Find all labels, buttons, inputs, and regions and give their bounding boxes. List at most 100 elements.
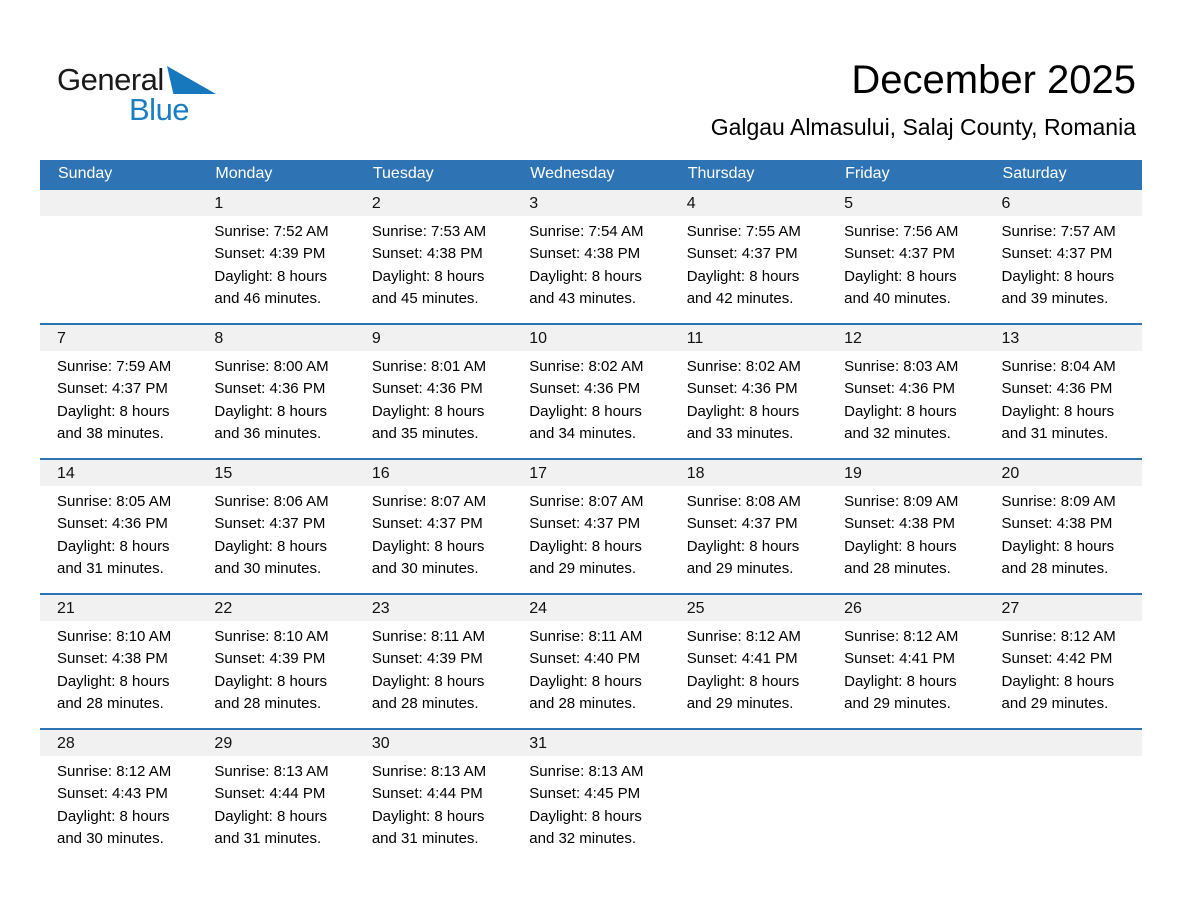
- day-cell-empty: [40, 190, 198, 323]
- day-cell-24: 24 Sunrise: 8:11 AM Sunset: 4:40 PM Dayligh…: [512, 595, 670, 728]
- sunset-text: Sunset: 4:44 PM: [371, 785, 483, 803]
- daylight-text-line1: Daylight: 8 hours: [1001, 672, 1115, 690]
- daylight-text-line2: and 40 minutes.: [844, 290, 951, 308]
- sunrise-text: Sunrise: 8:08 AM: [686, 493, 801, 510]
- day-cell-6: 6 Sunrise: 7:57 AM Sunset: 4:37 PM Daylight…: [984, 190, 1142, 323]
- daylight-text-line1: Daylight: 8 hours: [844, 267, 957, 285]
- day-cell-27: 27 Sunrise: 8:12 AM Sunset: 4:42 PM Dayligh…: [984, 595, 1142, 728]
- week-row-4: 21 Sunrise: 8:10 AM Sunset: 4:38 PM Dayligh…: [40, 593, 1142, 728]
- day-cell-details: Sunrise: 8:01 AM Sunset: 4:36 PM Daylight:…: [355, 351, 512, 446]
- sunrise-text: Sunrise: 8:12 AM: [1001, 628, 1116, 645]
- daylight-text-line2: and 28 minutes.: [1001, 560, 1109, 578]
- sunrise-text: Sunrise: 8:00 AM: [214, 358, 329, 375]
- day-cell-details: Sunrise: 8:12 AM Sunset: 4:41 PM Daylight:…: [670, 621, 827, 716]
- sunrise-text: Sunrise: 8:13 AM: [371, 763, 487, 780]
- day-cell-details: Sunrise: 8:03 AM Sunset: 4:36 PM Daylight:…: [827, 351, 984, 446]
- day-number-band: 22: [197, 595, 355, 621]
- sunset-text: Sunset: 4:41 PM: [844, 650, 956, 668]
- day-number-band: 18: [669, 460, 828, 486]
- day-cell-details: Sunrise: 8:07 AM Sunset: 4:37 PM Daylight:…: [512, 486, 669, 581]
- daylight-text-line2: and 32 minutes.: [844, 425, 951, 443]
- sunset-text: Sunset: 4:44 PM: [214, 785, 326, 803]
- day-number-band: 23: [354, 595, 513, 621]
- day-number-band: 6: [984, 190, 1142, 216]
- daylight-text-line1: Daylight: 8 hours: [57, 402, 170, 420]
- day-number-band: 5: [827, 190, 985, 216]
- day-number-band: 13: [984, 325, 1142, 351]
- sunset-text: Sunset: 4:38 PM: [57, 650, 168, 668]
- day-cell-2: 2 Sunrise: 7:53 AM Sunset: 4:38 PM Daylight…: [354, 190, 513, 323]
- day-cell-details: Sunrise: 8:02 AM Sunset: 4:36 PM Daylight:…: [670, 351, 827, 446]
- day-cell-details: Sunrise: 8:13 AM Sunset: 4:44 PM Daylight:…: [355, 756, 512, 851]
- daylight-text-line1: Daylight: 8 hours: [371, 267, 485, 285]
- sunset-text: Sunset: 4:42 PM: [1001, 650, 1113, 668]
- sunrise-text: Sunrise: 8:13 AM: [214, 763, 329, 780]
- day-cell-31: 31 Sunrise: 8:13 AM Sunset: 4:45 PM Dayligh…: [512, 730, 670, 863]
- sunset-text: Sunset: 4:36 PM: [844, 380, 956, 398]
- daylight-text-line1: Daylight: 8 hours: [529, 807, 642, 825]
- sunrise-text: Sunrise: 8:11 AM: [529, 628, 643, 645]
- daylight-text-line2: and 28 minutes.: [844, 560, 951, 578]
- daylight-text-line2: and 33 minutes.: [686, 425, 794, 443]
- sunrise-text: Sunrise: 7:52 AM: [214, 223, 329, 240]
- weekday-label-saturday: Saturday: [1002, 165, 1067, 182]
- week-row-5: 28 Sunrise: 8:12 AM Sunset: 4:43 PM Dayligh…: [40, 728, 1142, 863]
- day-cell-29: 29 Sunrise: 8:13 AM Sunset: 4:44 PM Dayligh…: [197, 730, 355, 863]
- daylight-text-line1: Daylight: 8 hours: [686, 537, 800, 555]
- weekday-label-friday: Friday: [845, 165, 890, 182]
- sunrise-text: Sunrise: 8:01 AM: [371, 358, 487, 375]
- day-cell-empty: [827, 730, 985, 863]
- day-cell-15: 15 Sunrise: 8:06 AM Sunset: 4:37 PM Dayligh…: [197, 460, 355, 593]
- daylight-text-line1: Daylight: 8 hours: [686, 672, 800, 690]
- sunset-text: Sunset: 4:37 PM: [529, 515, 641, 533]
- sunset-text: Sunset: 4:38 PM: [844, 515, 956, 533]
- day-cell-details: Sunrise: 8:09 AM Sunset: 4:38 PM Daylight:…: [827, 486, 984, 581]
- daylight-text-line2: and 29 minutes.: [1001, 695, 1109, 713]
- day-cell-22: 22 Sunrise: 8:10 AM Sunset: 4:39 PM Dayligh…: [197, 595, 355, 728]
- daylight-text-line1: Daylight: 8 hours: [214, 537, 327, 555]
- sunset-text: Sunset: 4:36 PM: [1001, 380, 1113, 398]
- sunrise-text: Sunrise: 8:07 AM: [529, 493, 644, 510]
- daylight-text-line1: Daylight: 8 hours: [214, 672, 327, 690]
- sunrise-text: Sunrise: 8:07 AM: [371, 493, 487, 510]
- day-number-band: 28: [40, 730, 198, 756]
- day-cell-19: 19 Sunrise: 8:09 AM Sunset: 4:38 PM Dayligh…: [827, 460, 985, 593]
- sunset-text: Sunset: 4:37 PM: [57, 380, 168, 398]
- day-number-band: 9: [354, 325, 513, 351]
- daylight-text-line2: and 36 minutes.: [214, 425, 322, 443]
- daylight-text-line2: and 43 minutes.: [529, 290, 637, 308]
- day-cell-details: Sunrise: 7:52 AM Sunset: 4:39 PM Daylight:…: [197, 216, 354, 311]
- sunrise-text: Sunrise: 8:04 AM: [1001, 358, 1116, 375]
- sunrise-text: Sunrise: 7:59 AM: [57, 358, 172, 375]
- sunrise-text: Sunrise: 8:10 AM: [214, 628, 329, 645]
- sunrise-text: Sunrise: 7:57 AM: [1001, 223, 1116, 240]
- sunset-text: Sunset: 4:36 PM: [686, 380, 798, 398]
- day-cell-30: 30 Sunrise: 8:13 AM Sunset: 4:44 PM Dayligh…: [354, 730, 513, 863]
- sunrise-text: Sunrise: 8:12 AM: [844, 628, 959, 645]
- sunrise-text: Sunrise: 8:10 AM: [57, 628, 172, 645]
- daylight-text-line2: and 32 minutes.: [529, 830, 637, 848]
- sunrise-text: Sunrise: 8:11 AM: [371, 628, 485, 645]
- day-cell-3: 3 Sunrise: 7:54 AM Sunset: 4:38 PM Daylight…: [512, 190, 670, 323]
- sunset-text: Sunset: 4:37 PM: [686, 515, 798, 533]
- daylight-text-line2: and 29 minutes.: [844, 695, 951, 713]
- general-blue-logo: General Blue: [57, 60, 277, 135]
- day-cell-18: 18 Sunrise: 8:08 AM Sunset: 4:37 PM Dayligh…: [669, 460, 828, 593]
- sunrise-text: Sunrise: 8:03 AM: [844, 358, 959, 375]
- daylight-text-line2: and 31 minutes.: [371, 830, 479, 848]
- sunset-text: Sunset: 4:37 PM: [1001, 245, 1113, 263]
- day-cell-28: 28 Sunrise: 8:12 AM Sunset: 4:43 PM Dayligh…: [40, 730, 198, 863]
- day-cell-details: Sunrise: 8:10 AM Sunset: 4:39 PM Daylight:…: [197, 621, 354, 716]
- sunset-text: Sunset: 4:40 PM: [529, 650, 641, 668]
- day-cell-empty: [669, 730, 828, 863]
- day-number-band: 26: [827, 595, 985, 621]
- day-cell-details: Sunrise: 8:02 AM Sunset: 4:36 PM Daylight:…: [512, 351, 669, 446]
- day-cell-12: 12 Sunrise: 8:03 AM Sunset: 4:36 PM Dayligh…: [827, 325, 985, 458]
- day-number-band: [827, 730, 985, 756]
- daylight-text-line1: Daylight: 8 hours: [529, 402, 642, 420]
- daylight-text-line1: Daylight: 8 hours: [844, 672, 957, 690]
- day-cell-details: Sunrise: 7:54 AM Sunset: 4:38 PM Daylight:…: [512, 216, 669, 311]
- weekday-label-sunday: Sunday: [58, 165, 113, 182]
- day-cell-details: Sunrise: 8:09 AM Sunset: 4:38 PM Daylight:…: [985, 486, 1142, 581]
- day-number-band: 17: [512, 460, 670, 486]
